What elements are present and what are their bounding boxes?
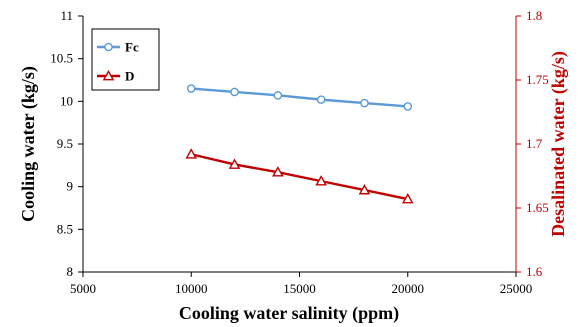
legend-marker-fc [104,42,113,52]
series-d [185,148,414,204]
legend: Fc D [91,28,160,91]
legend-label-d: D [125,69,134,84]
y-tick-label: 9.5 [57,136,73,151]
x-tick-label: 15000 [283,281,316,296]
data-point-d [185,148,198,159]
y-tick-label: 10.5 [50,51,73,66]
x-tick-label: 20000 [392,281,425,296]
legend-label-fc: Fc [125,40,139,55]
data-point-fc [186,84,196,93]
y-tick-label: 8 [67,264,74,279]
y-tick-label: 10 [60,93,73,108]
x-tick-label: 10000 [175,281,208,296]
data-point-fc [360,98,369,108]
y-tick-label: 11 [60,8,73,23]
data-point-d [228,158,241,169]
data-point-fc [273,91,283,100]
y-axis-title: Cooling water (kg/s) [18,66,39,222]
data-point-d [358,184,371,195]
y-tick-label: 9 [67,179,74,194]
tick-labels: 5000 10000 15000 20000 25000 8 8.5 9 9.5 10 10.5 11… [50,8,549,296]
x-tick-label: 5000 [70,281,96,296]
legend-marker-d [102,69,115,81]
y2-axis-title: Desalinated water (kg/s) [548,51,569,237]
x-tick-label: 25000 [500,281,533,296]
data-point-fc [230,87,239,97]
y2-tick-label: 1.75 [526,72,549,87]
y2-tick-label: 1.65 [526,200,549,215]
y-tick-label: 8.5 [57,221,73,236]
data-point-fc [316,95,326,104]
y2-tick-label: 1.8 [526,8,542,23]
series-fc [186,84,413,111]
series-layer [185,84,414,204]
series-line-fc [191,87,408,108]
x-axis-title: Cooling water salinity (ppm) [179,303,399,324]
series-line-d [190,153,408,201]
y2-tick-label: 1.7 [526,136,543,151]
data-point-d [272,166,284,177]
data-point-d [401,192,414,204]
data-point-fc [403,102,413,111]
y2-tick-label: 1.6 [526,264,543,279]
data-point-d [315,175,327,186]
